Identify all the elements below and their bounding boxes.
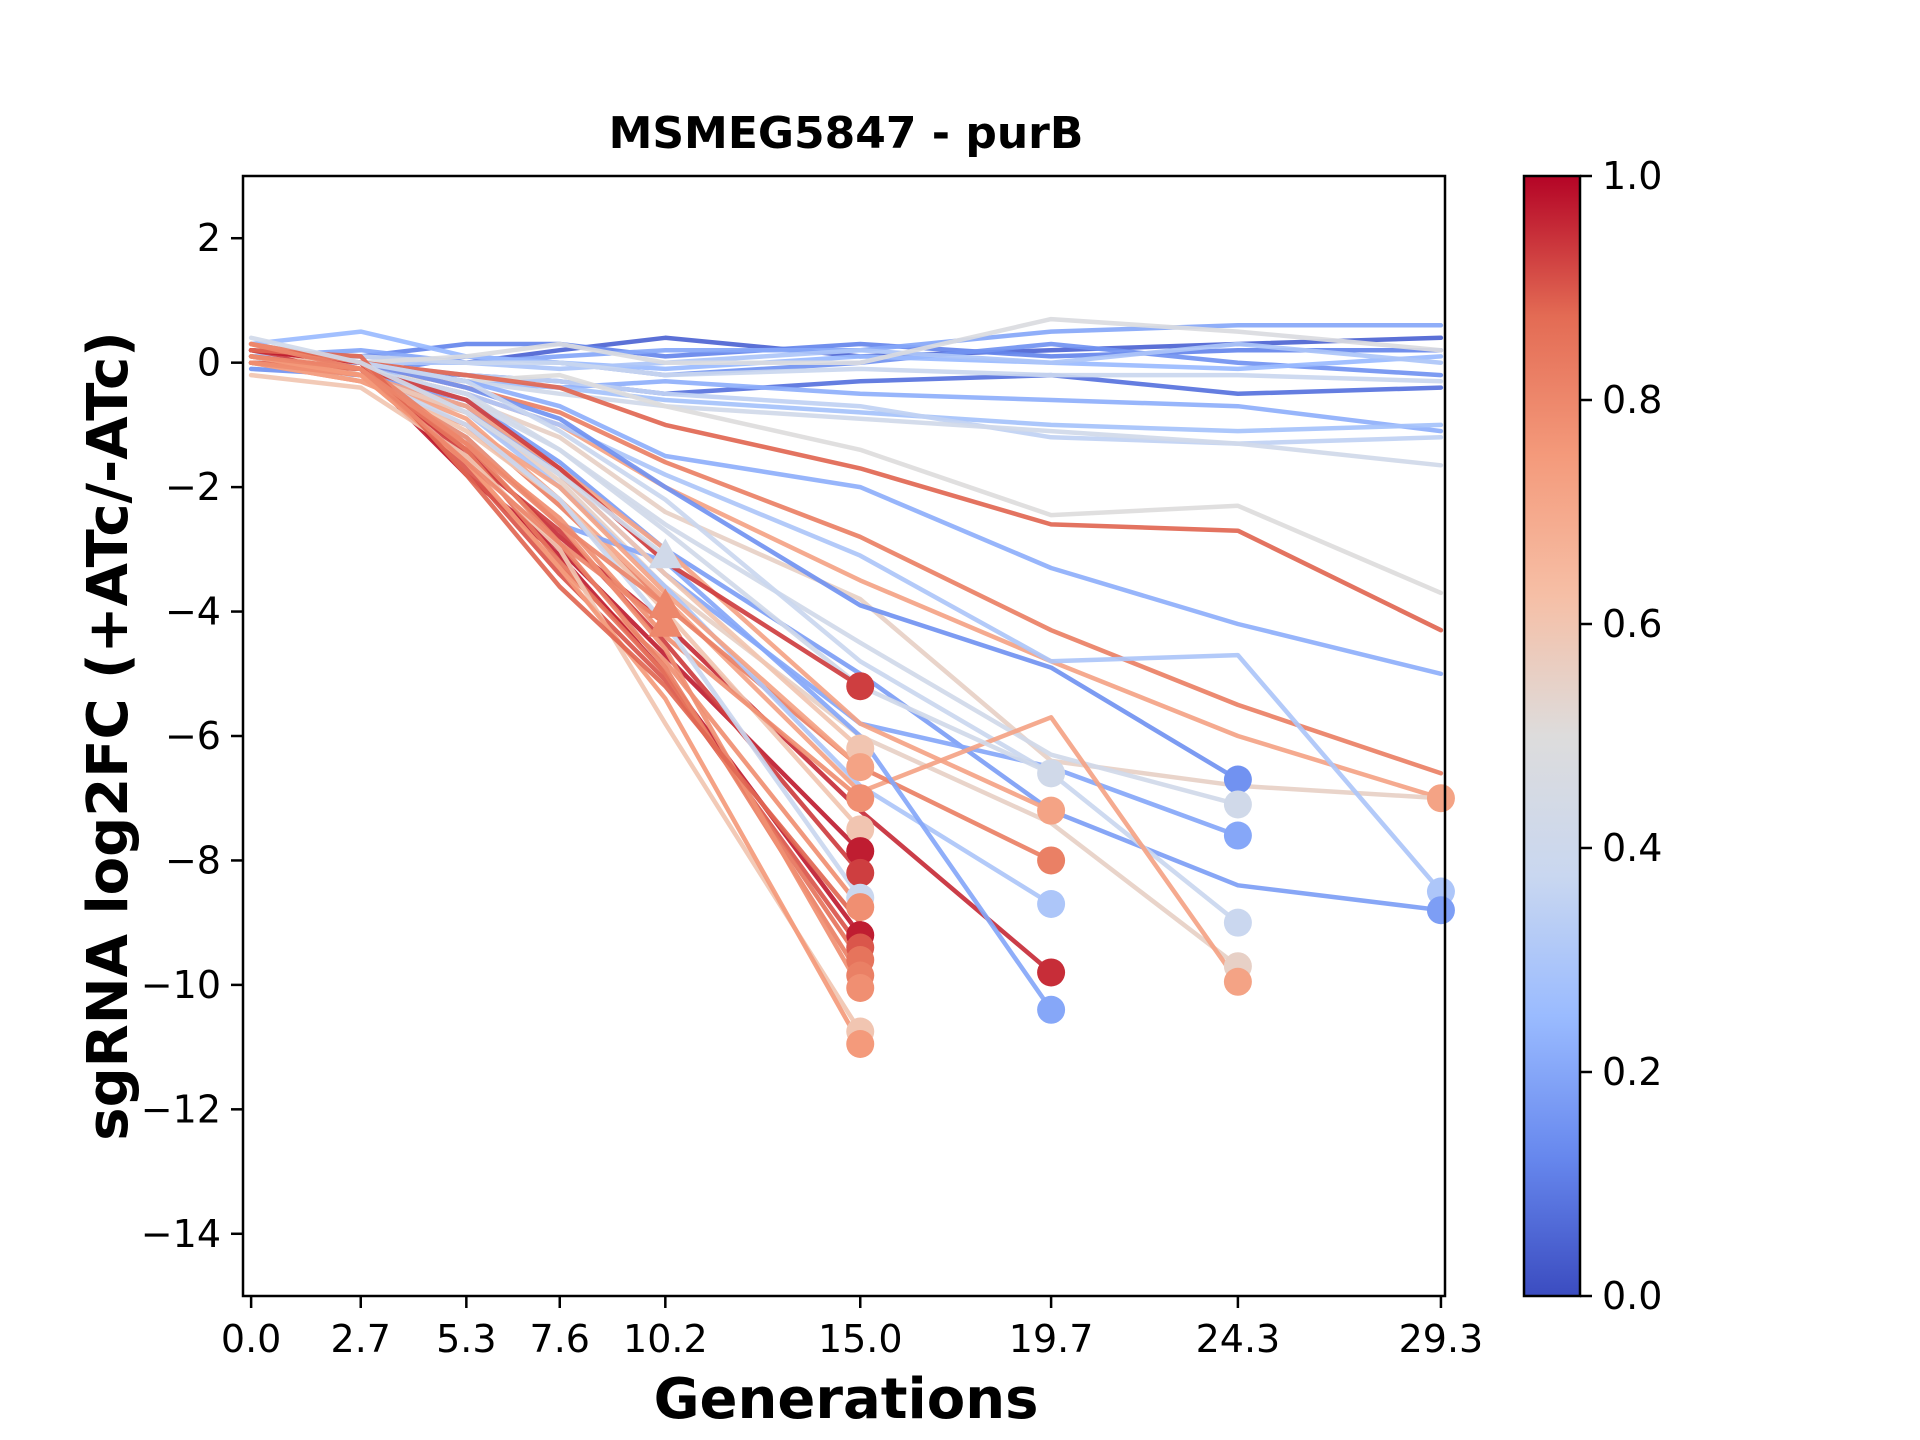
colorbar-tick-label: 0.8 bbox=[1602, 378, 1662, 422]
colorbar-gradient bbox=[1522, 174, 1582, 1298]
plot-area bbox=[248, 316, 1455, 1058]
circle-marker-28 bbox=[1223, 821, 1252, 850]
colorbar-tick-label: 0.4 bbox=[1602, 826, 1662, 870]
series-line-36 bbox=[248, 360, 863, 770]
y-tick-label: −2 bbox=[165, 465, 221, 509]
circle-marker-24 bbox=[1037, 958, 1066, 987]
y-tick-label: −8 bbox=[165, 838, 221, 882]
series-line-53 bbox=[248, 354, 668, 627]
circle-marker-29 bbox=[1223, 908, 1252, 937]
series-line-49 bbox=[248, 354, 863, 1047]
colorbar-tick-label: 0.2 bbox=[1602, 1050, 1662, 1094]
circle-marker-34 bbox=[1426, 896, 1455, 925]
y-tick-label: −6 bbox=[165, 714, 221, 758]
colorbar-tick-label: 0.6 bbox=[1602, 602, 1662, 646]
circle-marker-12 bbox=[846, 893, 875, 922]
triangle-marker-2 bbox=[648, 588, 683, 619]
circle-marker-7 bbox=[846, 784, 875, 813]
colorbar-tick-label: 0.0 bbox=[1602, 1274, 1662, 1318]
x-tick-label: 2.7 bbox=[331, 1317, 391, 1361]
circle-marker-8 bbox=[846, 815, 875, 844]
series-line-50 bbox=[248, 347, 863, 925]
colorbar: 0.0 0.2 0.4 0.6 0.8 1.0 bbox=[1522, 154, 1662, 1318]
circle-marker-9 bbox=[846, 837, 875, 866]
circle-marker-4 bbox=[846, 672, 875, 701]
x-tick-label: 29.3 bbox=[1399, 1317, 1484, 1361]
y-axis: 2 0 −2 −4 −6 −8 −10 −12 −14 bbox=[141, 216, 243, 1256]
circle-marker-31 bbox=[1223, 967, 1252, 996]
circle-marker-20 bbox=[1037, 759, 1066, 788]
triangle-marker-1 bbox=[648, 538, 683, 569]
chart-title: MSMEG5847 - purB bbox=[609, 108, 1084, 159]
circle-marker-21 bbox=[1037, 796, 1066, 825]
x-tick-label: 7.6 bbox=[530, 1317, 590, 1361]
circle-marker-19 bbox=[846, 1030, 875, 1058]
circle-marker-23 bbox=[1037, 890, 1066, 918]
y-tick-label: −4 bbox=[165, 590, 221, 634]
circle-marker-27 bbox=[1223, 790, 1252, 819]
series-line-52 bbox=[248, 341, 668, 608]
circle-marker-17 bbox=[846, 974, 875, 1002]
circle-marker-10 bbox=[846, 858, 875, 887]
x-tick-label: 0.0 bbox=[221, 1317, 281, 1361]
y-tick-label: 0 bbox=[197, 341, 221, 385]
x-tick-label: 24.3 bbox=[1196, 1317, 1281, 1361]
colorbar-tick-label: 1.0 bbox=[1602, 154, 1662, 198]
circle-marker-25 bbox=[1037, 995, 1066, 1024]
x-axis-title: Generations bbox=[654, 1367, 1039, 1432]
series-line-51 bbox=[248, 335, 668, 558]
x-tick-label: 10.2 bbox=[623, 1317, 708, 1361]
circle-marker-32 bbox=[1426, 784, 1455, 813]
x-tick-label: 19.7 bbox=[1009, 1317, 1094, 1361]
series-line-7 bbox=[248, 329, 1444, 372]
series-line-25 bbox=[248, 341, 1241, 925]
x-tick-label: 15.0 bbox=[818, 1317, 903, 1361]
x-axis: 0.0 2.7 5.3 7.6 10.2 15.0 19.7 24.3 29.3 bbox=[221, 1296, 1483, 1361]
triangle-marker-3 bbox=[648, 607, 683, 637]
y-tick-label: −14 bbox=[141, 1212, 221, 1256]
circle-marker-6 bbox=[846, 753, 875, 782]
x-tick-label: 5.3 bbox=[436, 1317, 496, 1361]
y-tick-label: −12 bbox=[141, 1087, 221, 1131]
y-tick-label: −10 bbox=[141, 963, 221, 1007]
y-axis-title: sgRNA log2FC (+ATc/-ATc) bbox=[76, 331, 141, 1141]
y-tick-label: 2 bbox=[197, 216, 221, 260]
series-line-13 bbox=[248, 316, 1444, 365]
circle-marker-22 bbox=[1037, 846, 1066, 875]
circle-marker-26 bbox=[1223, 765, 1252, 794]
